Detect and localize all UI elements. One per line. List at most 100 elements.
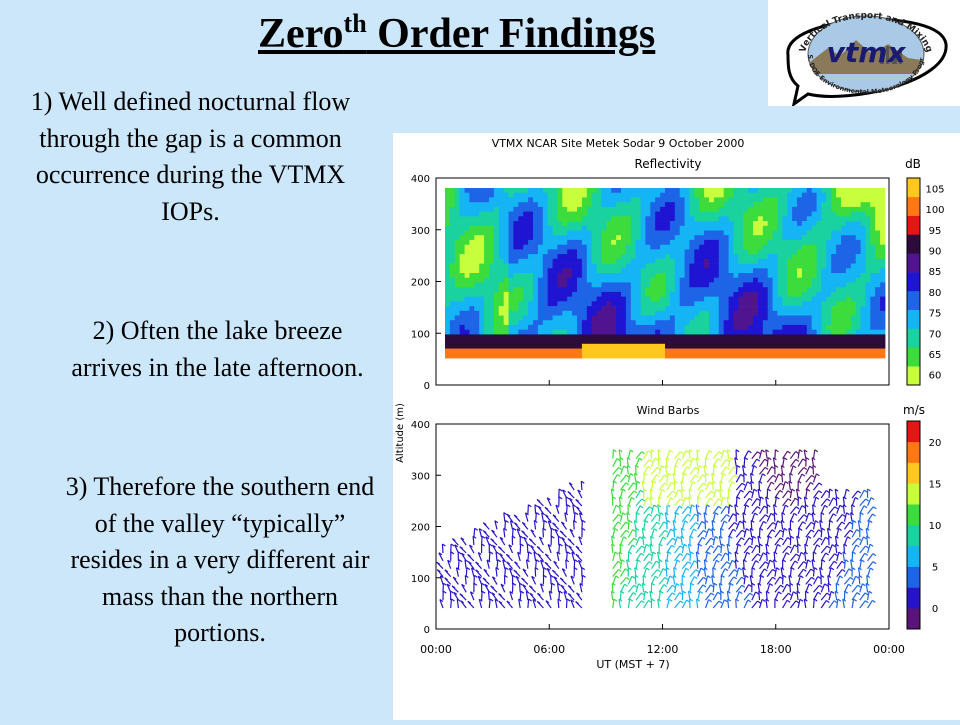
reflectivity-cell (856, 344, 861, 349)
reflectivity-cell (450, 287, 455, 292)
reflectivity-cell (846, 292, 851, 297)
reflectivity-cell (513, 202, 518, 207)
reflectivity-cell (645, 325, 650, 330)
reflectivity-cell (445, 202, 450, 207)
reflectivity-cell (831, 282, 836, 287)
reflectivity-cell (645, 235, 650, 240)
reflectivity-cell (450, 221, 455, 226)
reflectivity-cell (880, 297, 885, 302)
reflectivity-cell (645, 188, 650, 193)
reflectivity-cell (650, 202, 655, 207)
reflectivity-cell (636, 339, 641, 344)
wind-barb (752, 452, 761, 459)
reflectivity-cell (753, 320, 758, 325)
reflectivity-cell (709, 221, 714, 226)
wind-barb (681, 481, 684, 490)
wind-barb (579, 537, 582, 545)
reflectivity-cell (494, 334, 499, 339)
reflectivity-cell (592, 226, 597, 231)
reflectivity-cell (797, 306, 802, 311)
reflectivity-cell (694, 202, 699, 207)
reflectivity-cell (562, 259, 567, 264)
reflectivity-cell (548, 268, 553, 273)
wind-barb (729, 458, 734, 467)
reflectivity-cell (445, 231, 450, 236)
reflectivity-cell (729, 249, 734, 254)
wind-barb (775, 568, 780, 577)
reflectivity-cell (787, 240, 792, 245)
reflectivity-cell (763, 273, 768, 278)
reflectivity-cell (714, 349, 719, 354)
reflectivity-cell (567, 273, 572, 278)
reflectivity-cell (704, 216, 709, 221)
wind-barb (798, 459, 806, 467)
reflectivity-unit: dB (905, 157, 921, 171)
wind-barb (829, 507, 838, 514)
reflectivity-cell (445, 273, 450, 278)
reflectivity-cell (865, 306, 870, 311)
reflectivity-cell (665, 287, 670, 292)
title-rest: Order Findings (367, 11, 656, 57)
reflectivity-cell (704, 212, 709, 217)
reflectivity-cell (548, 349, 553, 354)
reflectivity-cell (685, 264, 690, 269)
reflectivity-cell (733, 273, 738, 278)
reflectivity-cell (689, 297, 694, 302)
wind-barb (760, 576, 764, 585)
reflectivity-cell (587, 216, 592, 221)
reflectivity-cell (836, 344, 841, 349)
reflectivity-cell (836, 292, 841, 297)
reflectivity-cell (528, 330, 533, 335)
reflectivity-cell (621, 264, 626, 269)
reflectivity-cell (484, 339, 489, 344)
reflectivity-cell (738, 320, 743, 325)
reflectivity-cell (714, 216, 719, 221)
reflectivity-cell (724, 344, 729, 349)
reflectivity-cell (513, 278, 518, 283)
reflectivity-cell (709, 278, 714, 283)
wind-barb (790, 513, 797, 521)
reflectivity-cell (753, 216, 758, 221)
reflectivity-cell (743, 249, 748, 254)
wind-barb (729, 467, 737, 474)
reflectivity-cell (670, 249, 675, 254)
reflectivity-cell (553, 325, 558, 330)
reflectivity-cell (704, 339, 709, 344)
reflectivity-cell (763, 301, 768, 306)
reflectivity-cell (553, 339, 558, 344)
reflectivity-cell (469, 264, 474, 269)
reflectivity-cell (528, 240, 533, 245)
wind-barb (489, 544, 492, 553)
reflectivity-cell (812, 273, 817, 278)
reflectivity-cell (826, 216, 831, 221)
reflectivity-cell (597, 330, 602, 335)
reflectivity-cell (460, 202, 465, 207)
wind-barb (675, 499, 684, 506)
wind-barb (759, 481, 762, 490)
reflectivity-cell (777, 240, 782, 245)
reflectivity-cell (861, 254, 866, 259)
reflectivity-cell (817, 221, 822, 226)
reflectivity-cell (513, 287, 518, 292)
reflectivity-cell (797, 287, 802, 292)
reflectivity-cell (616, 282, 621, 287)
wind-barb (569, 546, 575, 553)
reflectivity-cell (567, 212, 572, 217)
reflectivity-cell (601, 325, 606, 330)
reflectivity-cell (773, 344, 778, 349)
reflectivity-cell (533, 287, 538, 292)
reflectivity-cell (567, 287, 572, 292)
wind-barb (635, 568, 638, 577)
reflectivity-cell (880, 320, 885, 325)
reflectivity-cell (474, 349, 479, 354)
reflectivity-cell (743, 231, 748, 236)
reflectivity-cell (856, 273, 861, 278)
reflectivity-cell (518, 212, 523, 217)
reflectivity-cell (836, 325, 841, 330)
reflectivity-cell (518, 254, 523, 259)
wind-barb (844, 530, 853, 537)
reflectivity-cell (719, 282, 724, 287)
reflectivity-cell (812, 325, 817, 330)
wind-barb (860, 537, 867, 545)
reflectivity-cell (670, 320, 675, 325)
